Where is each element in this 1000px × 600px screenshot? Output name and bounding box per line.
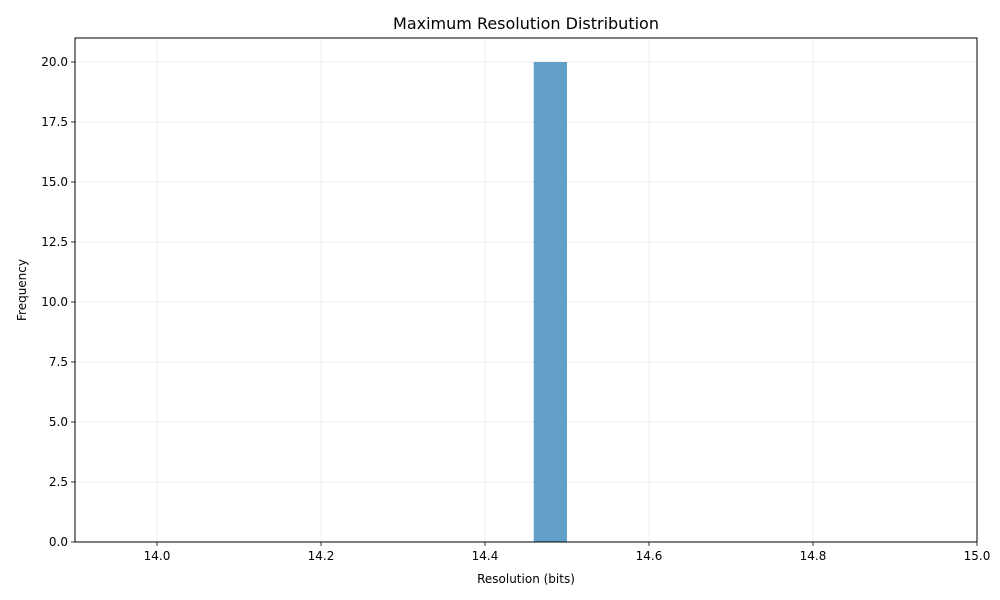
x-tick-label: 14.8 — [800, 549, 827, 563]
y-tick-label: 10.0 — [41, 295, 68, 309]
x-tick-label: 15.0 — [964, 549, 991, 563]
y-axis-label: Frequency — [15, 259, 29, 321]
chart-title: Maximum Resolution Distribution — [393, 14, 659, 33]
y-tick-label: 20.0 — [41, 55, 68, 69]
histogram-bar — [533, 62, 567, 542]
bars-layer — [533, 62, 567, 542]
y-tick-label: 0.0 — [49, 535, 68, 549]
x-tick-label: 14.0 — [144, 549, 171, 563]
y-tick-label: 17.5 — [41, 115, 68, 129]
x-ticks: 14.0 14.2 14.4 14.6 14.8 15.0 — [144, 542, 991, 563]
y-tick-label: 7.5 — [49, 355, 68, 369]
y-tick-label: 5.0 — [49, 415, 68, 429]
y-tick-label: 2.5 — [49, 475, 68, 489]
x-tick-label: 14.2 — [308, 549, 335, 563]
y-tick-label: 12.5 — [41, 235, 68, 249]
x-tick-label: 14.4 — [472, 549, 499, 563]
y-ticks: 0.0 2.5 5.0 7.5 10.0 12.5 15.0 17.5 20.0 — [41, 55, 75, 549]
x-tick-label: 14.6 — [636, 549, 663, 563]
x-axis-label: Resolution (bits) — [477, 572, 575, 586]
y-tick-label: 15.0 — [41, 175, 68, 189]
plot-frame — [74, 37, 978, 543]
